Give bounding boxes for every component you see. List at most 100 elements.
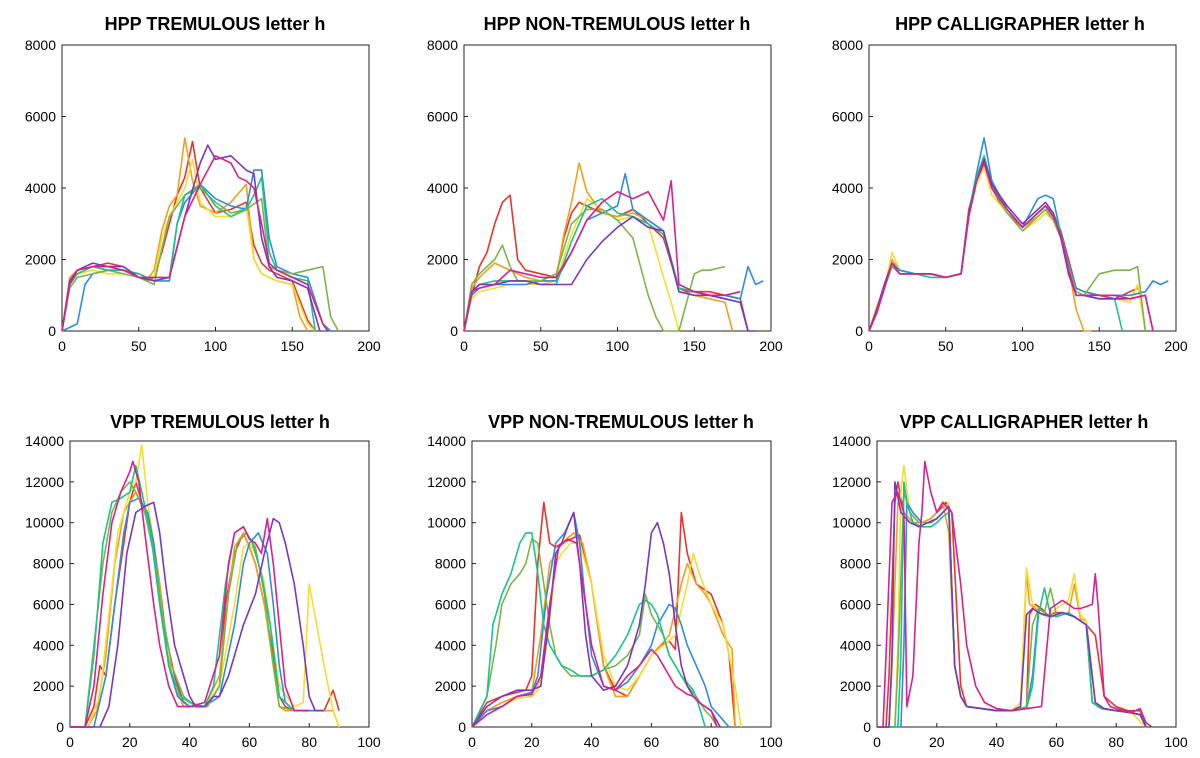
series-line: [868, 155, 1124, 332]
series-line: [868, 162, 1138, 332]
y-tick-label: 0: [56, 719, 64, 735]
plot-lines: [868, 137, 1169, 332]
y-tick-label: 12000: [25, 474, 64, 490]
y-tick-label: 6000: [840, 596, 871, 612]
x-tick-label: 40: [182, 734, 198, 750]
y-tick-label: 8000: [427, 37, 458, 53]
y-tick-label: 2000: [33, 678, 64, 694]
y-tick-label: 14000: [427, 433, 466, 449]
y-tick-label: 6000: [435, 596, 466, 612]
y-tick-label: 6000: [25, 109, 56, 125]
x-axis: 0 50 100 150 200: [865, 327, 1188, 354]
x-tick-label: 40: [989, 734, 1005, 750]
series-line: [61, 140, 316, 332]
y-tick-label: 2000: [435, 678, 466, 694]
series-line: [61, 137, 309, 332]
y-tick-label: 0: [458, 719, 466, 735]
x-axis: 0 20 40 60 80 100: [468, 723, 783, 750]
y-tick-label: 0: [855, 323, 863, 339]
axes-frame: [69, 440, 370, 728]
x-axis: 0 20 40 60 80 100: [66, 723, 381, 750]
y-tick-label: 4000: [33, 637, 64, 653]
panel-title: HPP TREMULOUS letter h: [105, 14, 326, 34]
y-tick-label: 2000: [840, 678, 871, 694]
x-tick-label: 100: [357, 734, 381, 750]
axes-frame: [463, 44, 772, 332]
series-line: [463, 180, 741, 332]
series-line: [70, 444, 340, 728]
series-line: [877, 460, 1153, 728]
x-tick-label: 100: [204, 338, 228, 354]
y-tick-label: 14000: [832, 433, 871, 449]
series-line: [868, 137, 1169, 332]
series-line: [463, 172, 764, 332]
series-line: [61, 155, 329, 332]
plot-lines: [61, 137, 340, 332]
x-tick-label: 40: [584, 734, 600, 750]
y-axis: 0 2000 4000 6000 8000 10000 12000 14000: [25, 433, 74, 735]
series-line: [868, 165, 1147, 332]
y-tick-label: 2000: [832, 252, 863, 268]
x-tick-label: 80: [1108, 734, 1124, 750]
series-line: [877, 464, 1147, 728]
y-axis: 0 2000 4000 6000 8000: [832, 37, 873, 339]
y-tick-label: 0: [863, 719, 871, 735]
y-tick-label: 10000: [427, 515, 466, 531]
series-line: [463, 208, 726, 332]
x-tick-label: 0: [66, 734, 74, 750]
x-axis: 0 50 100 150 200: [460, 327, 783, 354]
y-tick-label: 4000: [25, 180, 56, 196]
x-tick-label: 20: [929, 734, 945, 750]
panel-title: VPP NON-TREMULOUS letter h: [488, 412, 754, 432]
x-axis: 0 20 40 60 80 100: [873, 723, 1188, 750]
x-tick-label: 150: [1088, 338, 1112, 354]
series-line: [471, 511, 721, 728]
y-tick-label: 2000: [25, 252, 56, 268]
series-line: [877, 491, 1147, 728]
series-line: [471, 542, 742, 728]
y-tick-label: 10000: [832, 515, 871, 531]
axes-frame: [471, 440, 772, 728]
plot-lines: [471, 501, 742, 728]
series-line: [471, 532, 706, 728]
plot-lines: [877, 460, 1153, 728]
x-tick-label: 0: [460, 338, 468, 354]
panel-hpp-tremulous: HPP TREMULOUS letter h 02000400060008000…: [25, 14, 381, 354]
x-tick-label: 0: [873, 734, 881, 750]
series-line: [61, 187, 340, 332]
y-axis: 0 2000 4000 6000 8000: [427, 37, 468, 339]
panel-vpp-non-tremulous: VPP NON-TREMULOUS letter h 0200040006000…: [427, 412, 783, 750]
y-tick-label: 6000: [427, 109, 458, 125]
series-line: [868, 162, 1147, 332]
y-tick-label: 0: [450, 323, 458, 339]
series-line: [70, 501, 325, 728]
panel-title: VPP TREMULOUS letter h: [110, 412, 330, 432]
series-line: [70, 464, 310, 728]
x-tick-label: 200: [1164, 338, 1188, 354]
y-axis: 0 2000 4000 6000 8000 10000 12000 14000: [427, 433, 476, 735]
series-line: [463, 194, 749, 332]
series-line: [868, 158, 1092, 332]
x-tick-label: 100: [606, 338, 630, 354]
y-tick-label: 10000: [25, 515, 64, 531]
x-tick-label: 50: [938, 338, 954, 354]
axes-frame: [61, 44, 370, 332]
panel-title: VPP CALLIGRAPHER letter h: [900, 412, 1149, 432]
series-line: [61, 158, 316, 332]
x-tick-label: 100: [1011, 338, 1035, 354]
axes-frame: [876, 440, 1177, 728]
x-tick-label: 20: [524, 734, 540, 750]
y-tick-label: 0: [48, 323, 56, 339]
y-axis: 0 2000 4000 6000 8000: [25, 37, 66, 339]
series-line: [463, 197, 680, 332]
y-axis: 0 2000 4000 6000 8000 10000 12000 14000: [832, 433, 881, 735]
x-tick-label: 60: [1049, 734, 1065, 750]
x-tick-label: 200: [357, 338, 381, 354]
y-tick-label: 8000: [840, 556, 871, 572]
plot-lines: [463, 162, 764, 332]
panel-hpp-calligrapher: HPP CALLIGRAPHER letter h 02000400060008…: [832, 14, 1188, 354]
y-tick-label: 14000: [25, 433, 64, 449]
y-tick-label: 8000: [832, 37, 863, 53]
series-line: [61, 144, 321, 332]
